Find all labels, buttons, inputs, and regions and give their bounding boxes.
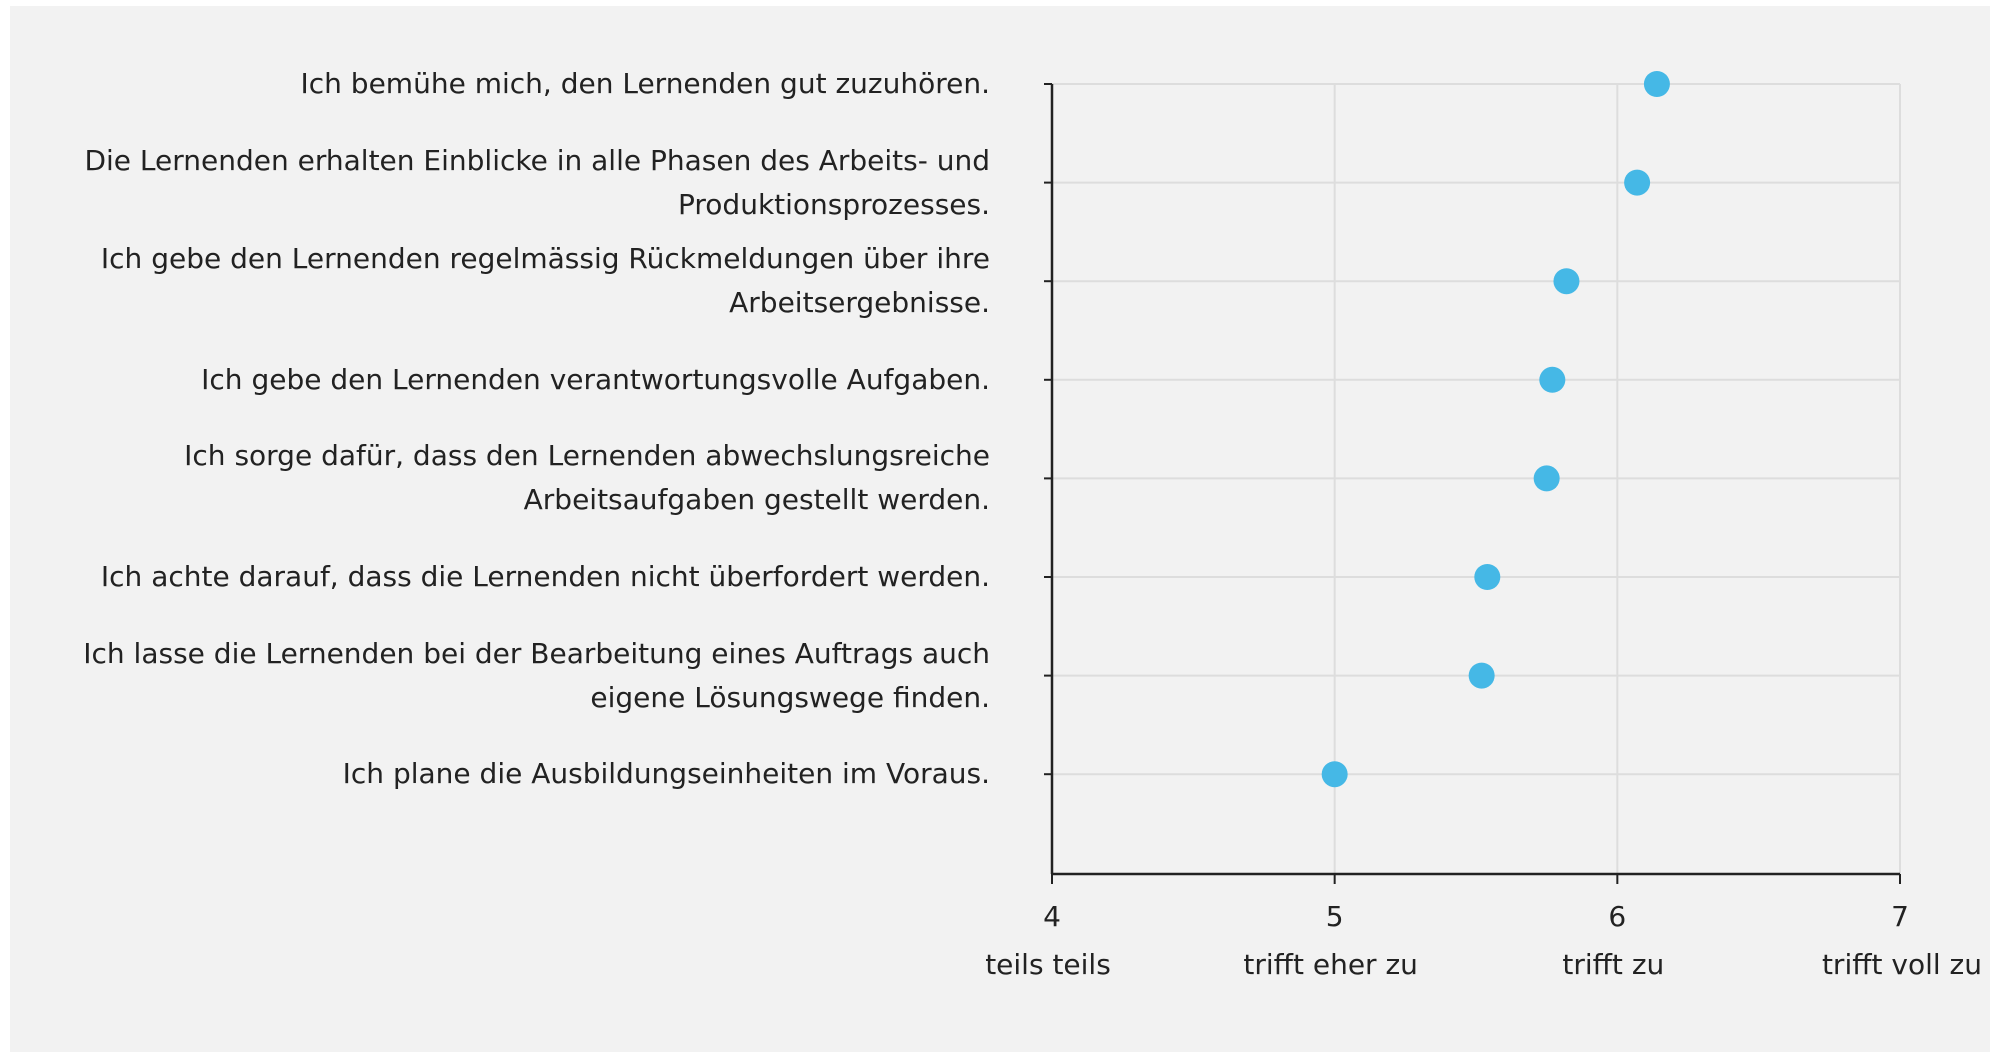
x-tick-label: 7 — [1891, 900, 1909, 933]
category-label: Ich gebe den Lernenden regelmässig Rückm… — [100, 242, 990, 320]
category-label: Ich bemühe mich, den Lernenden gut zuzuh… — [300, 67, 991, 100]
dot — [1643, 71, 1670, 97]
category-label: Ich gebe den Lernenden verantwortungsvol… — [201, 362, 990, 396]
dot — [1474, 564, 1501, 590]
dot — [1468, 662, 1495, 689]
dot — [1553, 268, 1580, 295]
category-label: Ich achte darauf, dass die Lernenden nic… — [100, 560, 990, 593]
dot — [1539, 366, 1566, 393]
x-tick-label: 4 — [1043, 900, 1061, 933]
x-tick-sublabel: trifft eher zu — [1243, 948, 1418, 981]
chart-panel — [10, 6, 1990, 1052]
category-label: Ich plane die Ausbildungseinheiten im Vo… — [342, 757, 990, 791]
x-tick-label: 6 — [1608, 900, 1626, 933]
x-tick-sublabel: trifft zu — [1562, 948, 1664, 981]
x-tick-sublabel: teils teils — [985, 948, 1111, 981]
x-tick-label: 5 — [1326, 900, 1344, 933]
x-tick-sublabel: trifft voll zu — [1822, 948, 1982, 981]
dot — [1624, 169, 1651, 196]
dot — [1321, 761, 1348, 788]
category-label: Ich lasse die Lernenden bei der Bearbeit… — [83, 636, 990, 714]
dot — [1533, 465, 1560, 492]
category-label: Die Lernenden erhalten Einblicke in alle… — [84, 143, 990, 221]
category-label: Ich sorge dafür, dass den Lernenden abwe… — [184, 439, 990, 517]
